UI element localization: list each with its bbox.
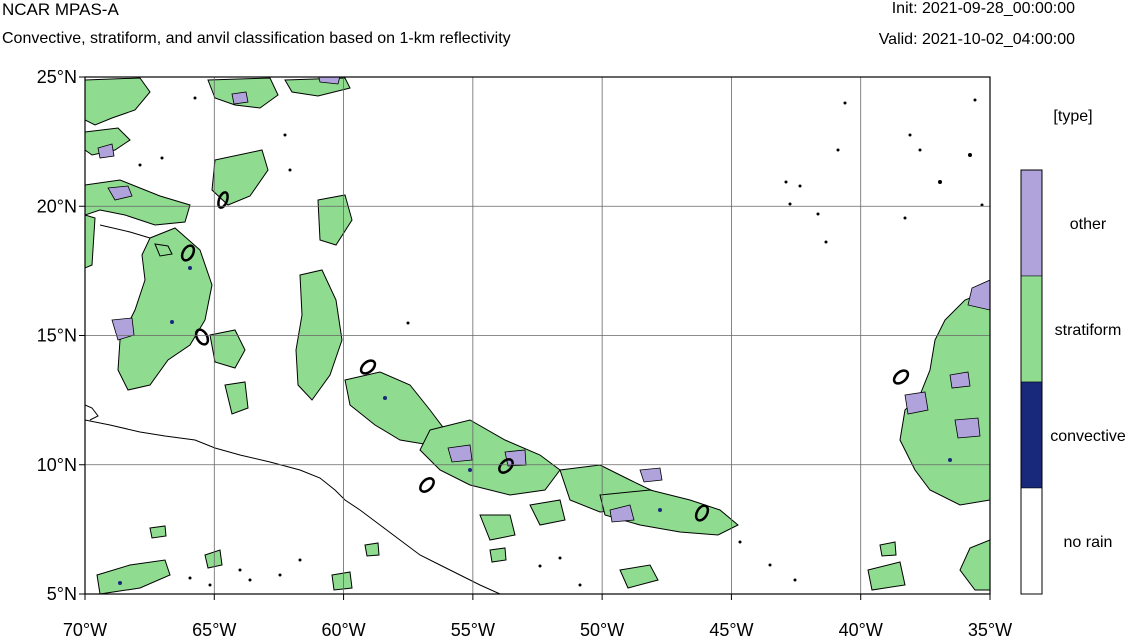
longitude-axis: 70°W 65°W 60°W 55°W 50°W 45°W 40°W 35°W [63,594,1012,640]
map-title: NCAR MPAS-A [2,0,119,19]
lon-tick-label: 55°W [451,620,495,640]
lon-tick-label: 35°W [968,620,1012,640]
scattered-small-cells [138,96,984,587]
lat-tick-label: 20°N [37,196,77,216]
lat-tick-label: 25°N [37,67,77,87]
lon-tick-label: 60°W [321,620,365,640]
anvil-region-east [904,279,990,439]
init-time: Init: 2021-09-28_00:00:00 [891,0,1075,17]
legend: [type] other stratiform convective no rain [1020,108,1126,595]
latitude-axis: 25°N 20°N 15°N 10°N 5°N [37,67,85,604]
legend-title: [type] [1053,108,1092,125]
legend-frame [1020,169,1043,595]
legend-swatch-no-rain [1020,487,1043,595]
stratiform-region-east [899,289,990,591]
legend-label-convective: convective [1050,428,1126,445]
lat-tick-label: 15°N [37,326,77,346]
stratiform-cells-south [96,525,906,594]
anvil-band-central [447,444,663,523]
valid-time: Valid: 2021-10-02_04:00:00 [878,31,1075,48]
lat-tick-label: 5°N [47,584,77,604]
convective-cores [118,266,952,585]
legend-label-other: other [1070,216,1107,233]
legend-swatch-stratiform [1020,275,1043,383]
lon-tick-label: 65°W [192,620,236,640]
lat-tick-label: 10°N [37,455,77,475]
map-subtitle: Convective, stratiform, and anvil classi… [2,30,511,47]
coastline [85,224,501,594]
legend-items: other stratiform convective no rain [1020,169,1126,595]
precip-field [85,77,990,594]
lon-tick-label: 50°W [580,620,624,640]
lon-tick-label: 45°W [709,620,753,640]
zero-contour-rings [180,191,910,522]
lon-tick-label: 70°W [63,620,107,640]
grid-lines [85,77,990,594]
lon-tick-label: 40°W [839,620,883,640]
legend-label-stratiform: stratiform [1055,322,1122,339]
legend-swatch-other [1020,169,1043,277]
legend-swatch-convective [1020,381,1043,489]
anvil-region-nw [97,77,341,341]
legend-label-no-rain: no rain [1064,534,1113,551]
